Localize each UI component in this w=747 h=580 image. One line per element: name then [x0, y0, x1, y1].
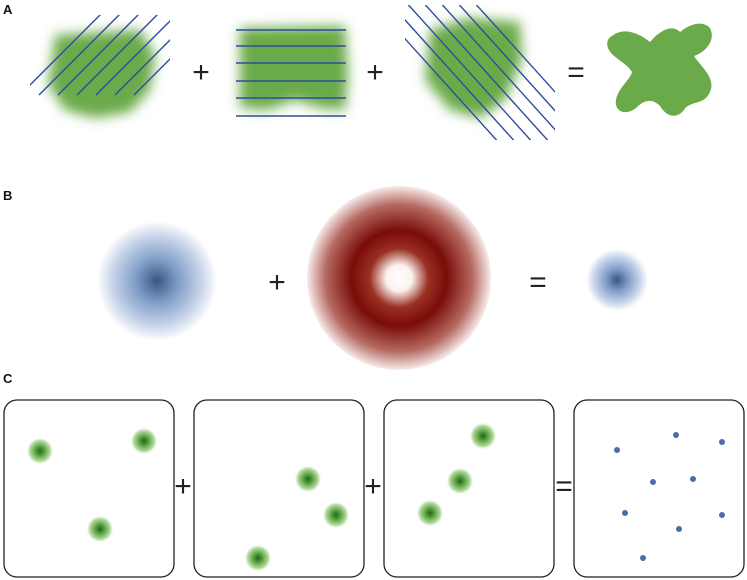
equals-sign-c: =: [555, 470, 573, 503]
red-donut-filter: [307, 186, 491, 370]
panel-c: + + =: [3, 399, 745, 578]
blue-dot: [622, 510, 628, 516]
plus-sign-a2: +: [366, 56, 384, 89]
equals-sign-b: =: [529, 266, 547, 299]
frame-1: [3, 399, 175, 578]
scan-line: [405, 18, 515, 140]
plus-sign-b: +: [268, 266, 286, 299]
horizontal-lines: [236, 29, 346, 117]
scan-line: [114, 39, 170, 96]
blurred-blob-1: [48, 30, 155, 118]
panel-label-a: A: [3, 2, 13, 17]
diagonal-lines-1: [30, 15, 170, 96]
panel-b: + =: [97, 186, 648, 370]
blue-dot: [640, 555, 646, 561]
blue-dots: [614, 432, 725, 561]
green-spot: [244, 544, 272, 572]
blue-dot: [719, 439, 725, 445]
green-spot: [416, 499, 444, 527]
green-spot: [322, 501, 350, 529]
green-spot: [26, 437, 54, 465]
plus-sign-a1: +: [192, 56, 210, 89]
blue-dot: [676, 526, 682, 532]
scan-line: [424, 5, 549, 140]
green-spot: [446, 467, 474, 495]
blue-dot: [650, 479, 656, 485]
panel-a: + + =: [30, 5, 712, 140]
scan-line: [57, 15, 139, 96]
scan-line: [133, 58, 170, 96]
blue-dot: [719, 512, 725, 518]
frame-4: [573, 399, 745, 578]
plus-sign-c1: +: [174, 470, 192, 503]
scan-line: [405, 37, 498, 140]
scan-line: [76, 15, 158, 96]
green-spots: [26, 422, 497, 572]
blue-dot: [673, 432, 679, 438]
green-spot: [469, 422, 497, 450]
small-blue-blob: [586, 249, 648, 311]
panel-label-b: B: [3, 188, 13, 203]
scan-line: [458, 5, 555, 112]
panel-label-c: C: [3, 371, 13, 386]
green-spot: [130, 427, 158, 455]
blurred-blob-3: [425, 18, 522, 118]
blue-gaussian-blob: [97, 221, 217, 341]
plus-sign-c2: +: [364, 470, 382, 503]
blue-dot: [690, 476, 696, 482]
blurred-blob-2: [240, 26, 348, 110]
scan-line: [475, 5, 555, 93]
scan-line: [407, 5, 532, 140]
frame-2: [193, 399, 365, 578]
green-spot: [294, 465, 322, 493]
diagonal-lines-3: [405, 5, 555, 140]
scan-line: [441, 5, 555, 131]
scan-line: [95, 20, 170, 96]
reconstructed-shape: [607, 23, 712, 116]
scan-line: [30, 15, 101, 86]
blue-dot: [614, 447, 620, 453]
green-spot: [86, 515, 114, 543]
scan-line: [38, 15, 120, 96]
equals-sign-a: =: [567, 56, 585, 89]
